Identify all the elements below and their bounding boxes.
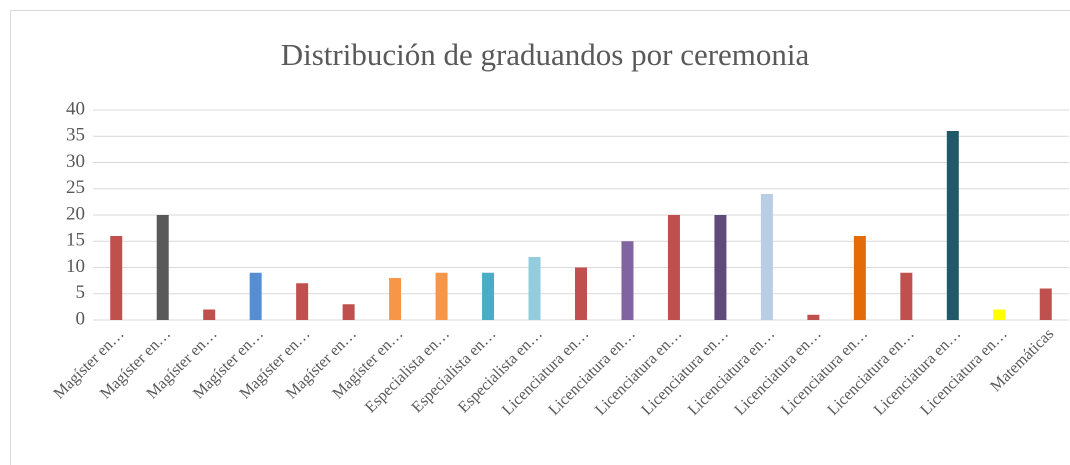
x-tick-label: Licenciatura en… xyxy=(871,325,964,418)
chart-border xyxy=(10,10,1070,465)
bar xyxy=(807,314,820,320)
x-tick-label: Licenciatura en… xyxy=(499,325,592,418)
x-tick-label: Licenciatura en… xyxy=(917,325,1010,418)
chart-title: Distribución de graduandos por ceremonia xyxy=(281,37,810,72)
x-tick-label: Licenciatura en… xyxy=(546,325,639,418)
y-tick-label: 10 xyxy=(66,256,85,277)
y-tick-label: 25 xyxy=(66,177,85,198)
x-tick-label: Licenciatura en… xyxy=(778,325,871,418)
y-tick-label: 40 xyxy=(66,98,85,119)
x-tick-label: Licenciatura en… xyxy=(638,325,731,418)
bar xyxy=(296,283,309,320)
x-tick-label: Especialista en… xyxy=(362,325,453,416)
y-tick-label: 35 xyxy=(66,125,85,146)
x-tick-label: Especialista en… xyxy=(455,325,546,416)
bar xyxy=(389,278,402,320)
y-tick-label: 5 xyxy=(76,282,86,303)
x-tick-label: Licenciatura en… xyxy=(685,325,778,418)
bar xyxy=(993,309,1006,320)
bar xyxy=(900,272,913,320)
bar xyxy=(203,309,216,320)
bar xyxy=(853,236,866,320)
bar xyxy=(946,131,959,320)
bar xyxy=(528,257,541,320)
x-tick-label: Especialista en… xyxy=(409,325,500,416)
x-tick-label: Licenciatura en… xyxy=(592,325,685,418)
bar xyxy=(1039,288,1052,320)
x-tick-label: Licenciatura en… xyxy=(731,325,824,418)
bar xyxy=(575,267,587,320)
bar xyxy=(714,215,727,320)
bar xyxy=(482,272,495,320)
x-tick-label: Licenciatura en… xyxy=(824,325,917,418)
bar xyxy=(621,241,634,320)
y-tick-label: 15 xyxy=(66,230,85,251)
bar xyxy=(435,272,448,320)
bar xyxy=(760,194,773,320)
bar xyxy=(667,215,680,320)
bar xyxy=(342,304,355,320)
y-tick-label: 30 xyxy=(66,151,85,172)
y-tick-label: 20 xyxy=(66,203,85,224)
y-tick-label: 0 xyxy=(76,308,86,329)
bar xyxy=(249,272,262,320)
bar xyxy=(110,236,123,320)
bar xyxy=(156,215,169,320)
